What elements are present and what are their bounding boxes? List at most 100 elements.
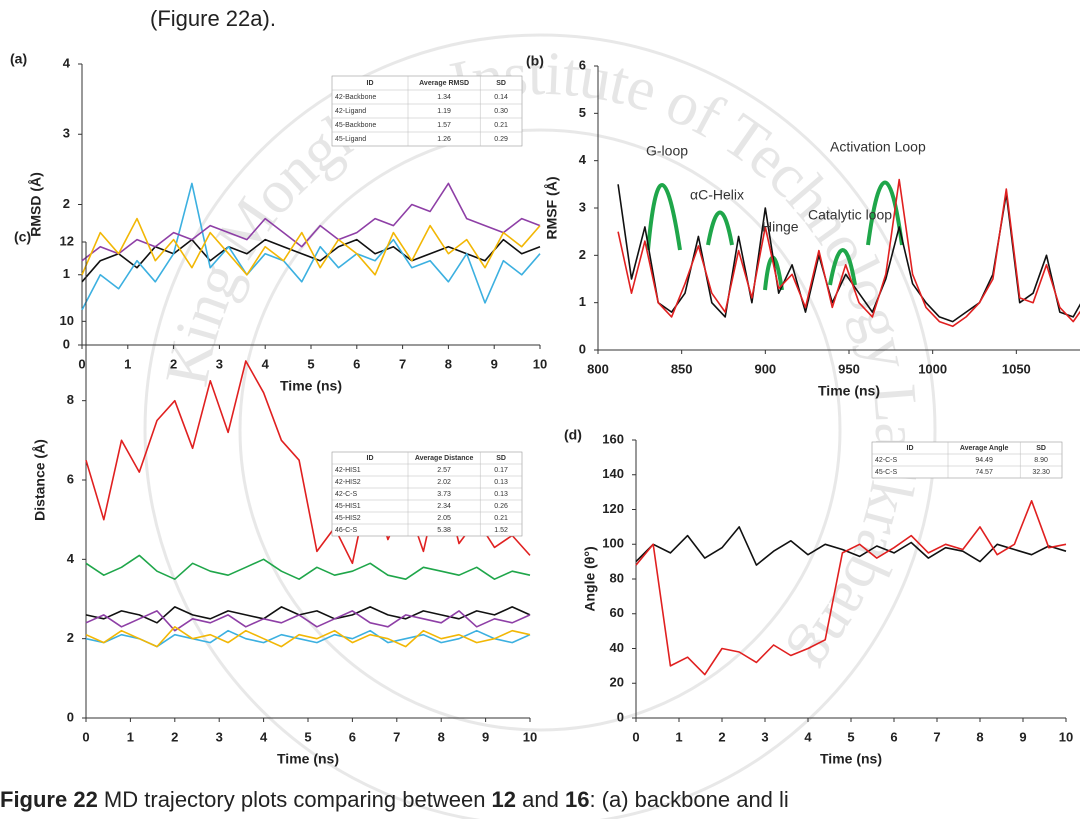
x-tick-label: 0 xyxy=(78,356,85,371)
stats-table xyxy=(331,75,523,147)
x-tick-label: 10 xyxy=(533,356,547,371)
x-axis-label: Time (ns) xyxy=(277,751,339,767)
series-line xyxy=(81,217,541,276)
table-cell: 0.29 xyxy=(494,136,508,143)
table-id: 42-C-S xyxy=(875,457,898,464)
x-tick-label: 3 xyxy=(761,729,768,744)
x-tick-label: 4 xyxy=(262,356,270,371)
y-tick-label: 0 xyxy=(617,709,624,724)
arc xyxy=(866,180,904,246)
y-tick-label: 40 xyxy=(610,640,624,655)
caption-part: Figure 22 xyxy=(0,787,98,812)
y-tick-label: 12 xyxy=(60,233,74,248)
stats-table xyxy=(871,441,1063,479)
series-line xyxy=(81,238,541,283)
table-id: 45-HIS1 xyxy=(335,503,361,510)
table-cell: 2.05 xyxy=(437,515,451,522)
table-header: Average RMSD xyxy=(419,80,469,87)
y-tick-label: 140 xyxy=(602,466,624,481)
panel-label: (d) xyxy=(564,427,582,443)
y-tick-label: 2 xyxy=(579,247,586,262)
table-header: SD xyxy=(496,80,506,87)
x-tick-label: 1 xyxy=(675,729,682,744)
panel-label: (a) xyxy=(10,51,27,67)
x-tick-label: 4 xyxy=(804,729,812,744)
table-header: Average Angle xyxy=(960,445,1009,452)
table-cell: 1.26 xyxy=(437,136,451,143)
x-tick-label: 8 xyxy=(976,729,983,744)
x-tick-label: 2 xyxy=(171,729,178,744)
table-cell: 0.21 xyxy=(494,122,508,129)
table-cell: 1.19 xyxy=(437,108,451,115)
y-tick-label: 1 xyxy=(579,294,586,309)
series-line xyxy=(85,610,531,632)
table-cell: 2.02 xyxy=(437,479,451,486)
x-tick-label: 900 xyxy=(754,361,776,376)
y-tick-label: 4 xyxy=(63,55,71,70)
table-cell: 0.13 xyxy=(494,479,508,486)
y-tick-label: 80 xyxy=(610,570,624,585)
x-axis-label: Time (ns) xyxy=(280,378,342,394)
table-header: SD xyxy=(1036,445,1046,452)
x-tick-label: 5 xyxy=(847,729,854,744)
x-tick-label: 0 xyxy=(632,729,639,744)
table-cell: 1.52 xyxy=(494,527,508,534)
y-tick-label: 8 xyxy=(67,392,74,407)
header-text: (Figure 22a). xyxy=(150,6,276,31)
series-line xyxy=(85,629,531,648)
x-tick-label: 1000 xyxy=(918,361,947,376)
y-tick-label: 3 xyxy=(579,199,586,214)
table-cell: 32.30 xyxy=(1032,469,1050,476)
table-cell: 0.17 xyxy=(494,467,508,474)
series-line xyxy=(635,526,1067,566)
table-id: 42-HIS2 xyxy=(335,479,361,486)
table-cell: 0.14 xyxy=(494,94,508,101)
x-tick-label: 2 xyxy=(718,729,725,744)
y-tick-label: 0 xyxy=(579,341,586,356)
table-header: ID xyxy=(367,80,374,87)
caption-part: MD trajectory plots comparing between xyxy=(97,787,492,812)
x-tick-label: 1050 xyxy=(1002,361,1031,376)
table-cell: 0.21 xyxy=(494,515,508,522)
x-tick-label: 10 xyxy=(1059,729,1073,744)
y-axis-label: RMSD (Å) xyxy=(28,172,44,237)
x-axis-label: Time (ns) xyxy=(818,383,880,399)
x-tick-label: 1 xyxy=(124,356,131,371)
x-tick-label: 5 xyxy=(307,356,314,371)
annotation: Catalytic loop xyxy=(808,207,892,223)
x-tick-label: 7 xyxy=(393,729,400,744)
series-line xyxy=(617,184,1080,323)
y-axis-label: RMSF (Å) xyxy=(544,177,560,240)
y-tick-label: 6 xyxy=(579,57,586,72)
x-tick-label: 800 xyxy=(587,361,609,376)
y-tick-label: 160 xyxy=(602,431,624,446)
arc xyxy=(706,210,734,246)
y-tick-label: 4 xyxy=(579,152,587,167)
y-tick-label: 2 xyxy=(67,630,74,645)
caption-part: : (a) backbone and li xyxy=(589,787,789,812)
series-line xyxy=(81,182,541,262)
table-header: ID xyxy=(907,445,914,452)
table-id: 46-C-S xyxy=(335,527,358,534)
x-tick-label: 3 xyxy=(216,356,223,371)
x-tick-label: 8 xyxy=(438,729,445,744)
series-line xyxy=(617,178,1080,328)
x-tick-label: 850 xyxy=(671,361,693,376)
table-id: 45-Ligand xyxy=(335,136,366,143)
y-tick-label: 100 xyxy=(602,536,624,551)
x-tick-label: 5 xyxy=(304,729,311,744)
y-tick-label: 20 xyxy=(610,675,624,690)
x-tick-label: 7 xyxy=(933,729,940,744)
table-cell: 0.26 xyxy=(494,503,508,510)
caption: Figure 22 MD trajectory plots comparing … xyxy=(0,787,789,813)
series-line xyxy=(85,554,531,580)
table-cell: 74.57 xyxy=(975,469,993,476)
y-axis-label: Angle (θ°) xyxy=(582,546,598,611)
series-line xyxy=(81,182,541,311)
x-tick-label: 7 xyxy=(399,356,406,371)
caption-part: and xyxy=(516,787,565,812)
table-id: 42-Ligand xyxy=(335,108,366,115)
y-tick-label: 120 xyxy=(602,501,624,516)
